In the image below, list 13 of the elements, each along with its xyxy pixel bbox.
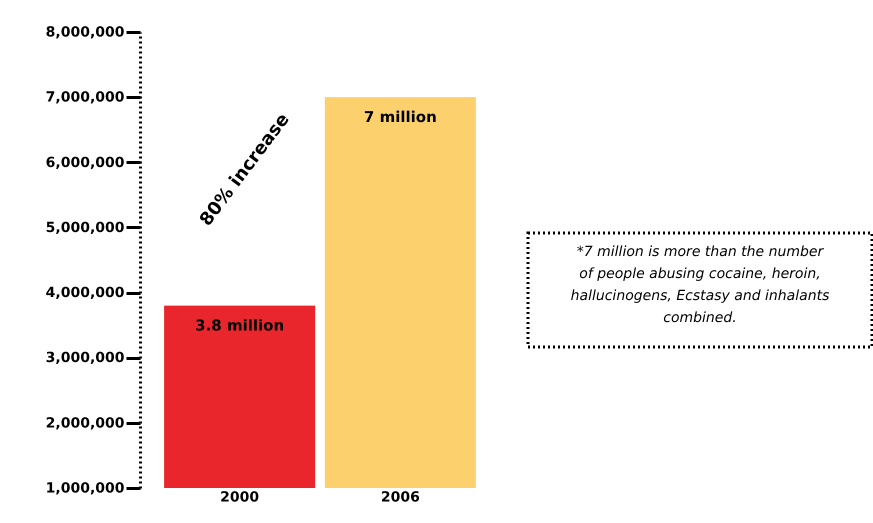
y-tick-label: 4,000,000 (46, 285, 125, 302)
y-tick-label: 1,000,000 (46, 480, 125, 496)
text: *7 million is more than the number of people abusing cocaine, heroin, hallucinogens, Ecstasy and inhalants combined. (570, 244, 830, 326)
y-tick-label: 6,000,000 (46, 154, 125, 171)
y-tick-label: 7,000,000 (46, 90, 125, 106)
y-tick-label: 5,000,000 (46, 220, 125, 236)
y-tick-label: 3,000,000 (46, 350, 125, 366)
x-tick-label: 2006 (380, 490, 420, 506)
x-tick-label: 2000 (220, 490, 260, 506)
y-tick-label: 8,000,000 (46, 24, 125, 40)
data-label: 7 million (364, 108, 437, 126)
data-label: 3.8 million (195, 316, 284, 335)
y-tick-label: 2,000,000 (46, 415, 125, 432)
